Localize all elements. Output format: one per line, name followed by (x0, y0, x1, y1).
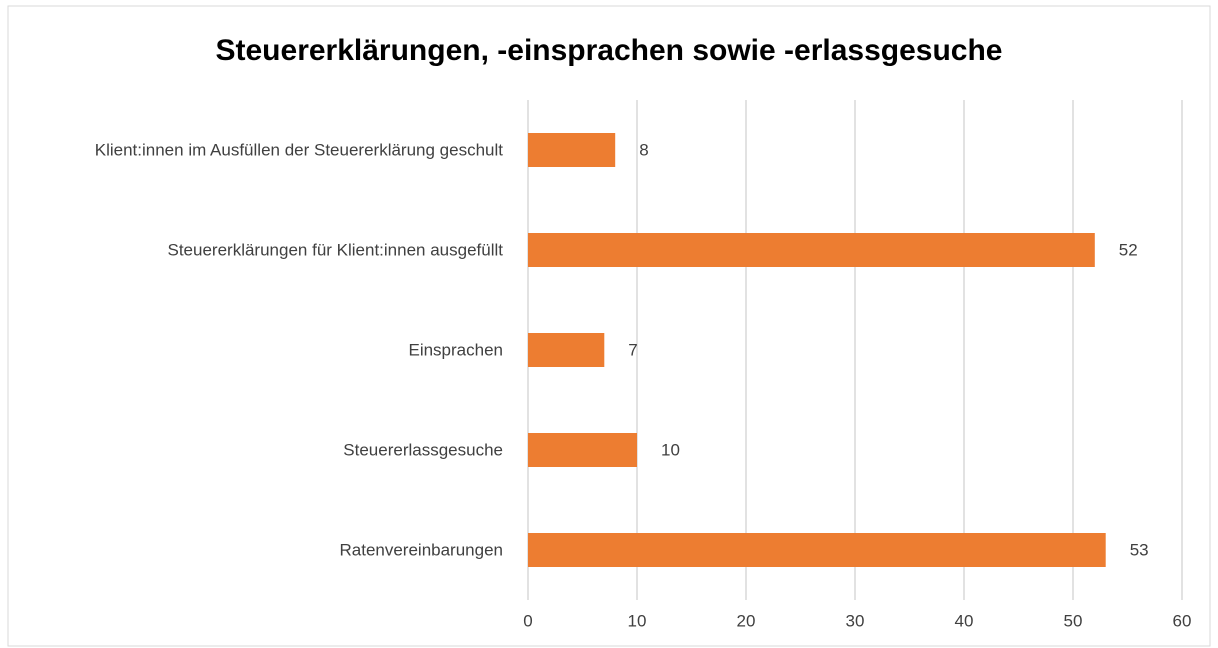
value-label: 53 (1130, 540, 1149, 559)
value-label: 8 (639, 140, 648, 159)
x-tick-label: 30 (846, 611, 865, 630)
value-label: 7 (628, 340, 637, 359)
y-tick-label: Steuererklärungen für Klient:innen ausge… (168, 240, 504, 259)
y-tick-label: Ratenvereinbarungen (339, 540, 503, 559)
x-tick-label: 40 (955, 611, 974, 630)
bar (528, 133, 616, 167)
x-tick-label: 0 (523, 611, 532, 630)
bar (528, 333, 605, 367)
x-tick-label: 20 (737, 611, 756, 630)
x-tick-label: 50 (1064, 611, 1083, 630)
bar (528, 433, 637, 467)
bar (528, 233, 1095, 267)
value-label: 52 (1119, 240, 1138, 259)
x-tick-label: 10 (628, 611, 647, 630)
bar (528, 533, 1106, 567)
y-tick-label: Einsprachen (408, 340, 503, 359)
y-tick-label: Klient:innen im Ausfüllen der Steuererkl… (95, 140, 504, 159)
y-tick-label: Steuererlassgesuche (343, 440, 503, 459)
value-label: 10 (661, 440, 680, 459)
chart-title: Steuererklärungen, -einsprachen sowie -e… (216, 34, 1003, 67)
x-tick-label: 60 (1173, 611, 1192, 630)
